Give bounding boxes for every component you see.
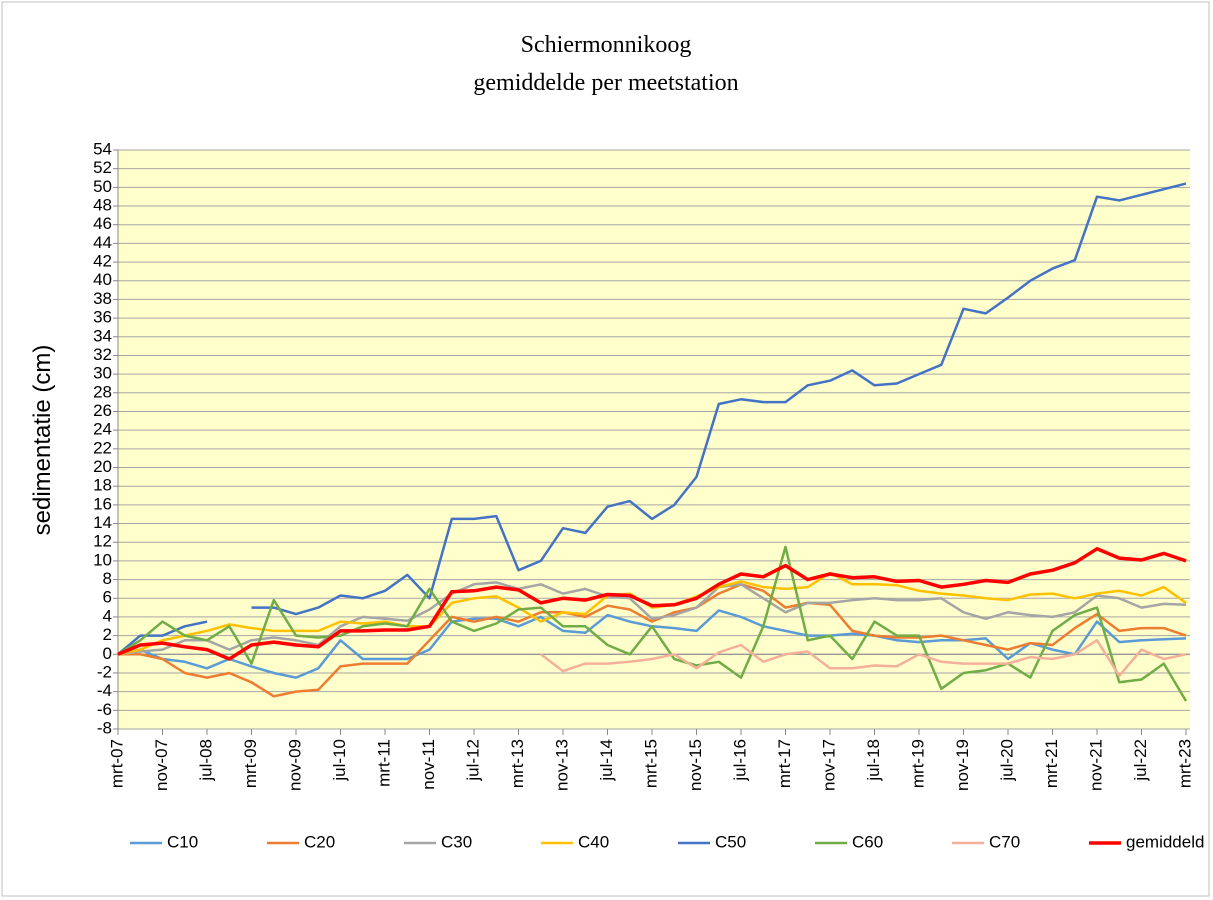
x-tick-label: mrt-11 (374, 739, 393, 787)
x-tick-label: mrt-15 (641, 739, 660, 788)
legend-label: gemiddeld (1126, 832, 1204, 851)
x-tick-label: nov-07 (152, 739, 171, 791)
x-tick-label: mrt-13 (508, 739, 527, 788)
y-tick-label: 10 (93, 550, 112, 569)
chart-title: Schiermonnikoog (521, 32, 692, 58)
x-tick-label: mrt-23 (1175, 739, 1194, 788)
y-tick-label: 40 (93, 270, 112, 289)
y-tick-label: 6 (103, 588, 112, 607)
x-tick-label: nov-15 (686, 739, 705, 791)
plot-area (118, 150, 1190, 729)
x-tick-label: nov-21 (1086, 739, 1105, 791)
y-tick-label: 0 (103, 644, 112, 663)
y-tick-label: -6 (97, 700, 112, 719)
y-tick-label: 22 (93, 438, 112, 457)
y-tick-label: 16 (93, 494, 112, 513)
x-tick-label: mrt-09 (241, 739, 260, 788)
y-tick-label: 50 (93, 177, 112, 196)
series-line (117, 182, 1187, 656)
y-tick-label: 38 (93, 289, 112, 308)
x-tick-label: nov-13 (552, 739, 571, 791)
legend-label: C10 (167, 832, 198, 851)
y-tick-label: 48 (93, 196, 112, 215)
x-tick-label: mrt-07 (107, 739, 126, 788)
x-tick-label: jul-16 (730, 739, 749, 782)
x-tick-label: nov-17 (819, 739, 838, 791)
legend-label: C60 (852, 832, 883, 851)
legend-label: C70 (989, 832, 1020, 851)
y-tick-label: 52 (93, 158, 112, 177)
legend-label: C20 (304, 832, 335, 851)
chart-subtitle: gemiddelde per meetstation (473, 70, 738, 96)
x-tick-label: mrt-21 (1042, 739, 1061, 788)
y-tick-label: 20 (93, 457, 112, 476)
y-tick-label: 32 (93, 345, 112, 364)
y-tick-label: 2 (103, 625, 112, 644)
y-tick-label: 42 (93, 252, 112, 271)
y-tick-label: 14 (93, 513, 112, 532)
y-tick-label: 34 (93, 326, 112, 345)
y-tick-label: 46 (93, 214, 112, 233)
x-tick-label: mrt-17 (775, 739, 794, 788)
legend-label: C30 (441, 832, 472, 851)
x-tick-label: jul-22 (1131, 739, 1150, 782)
y-tick-label: 36 (93, 308, 112, 327)
x-tick-label: jul-20 (997, 739, 1016, 782)
y-tick-label: 44 (93, 233, 112, 252)
x-tick-label: nov-11 (419, 739, 438, 790)
series-line (118, 583, 1187, 698)
y-tick-label: -2 (97, 662, 112, 681)
y-tick-label: 18 (93, 476, 112, 495)
y-axis-title: sedimentatie (cm) (29, 345, 56, 536)
y-tick-label: 28 (93, 382, 112, 401)
series-line (540, 639, 1187, 678)
y-tick-label: 8 (103, 569, 112, 588)
x-tick-label: jul-14 (597, 739, 616, 782)
y-tick-label: 12 (93, 532, 112, 551)
y-tick-label: 54 (93, 139, 112, 158)
series-line (117, 581, 1187, 656)
x-tick-label: jul-12 (463, 739, 482, 782)
y-tick-label: -4 (97, 681, 112, 700)
series-line (117, 547, 1187, 661)
x-tick-label: jul-18 (864, 739, 883, 782)
y-tick-label: 24 (93, 420, 112, 439)
x-tick-label: jul-08 (196, 739, 215, 782)
y-tick-label: -8 (97, 718, 112, 737)
legend-label: C50 (715, 832, 746, 851)
x-tick-label: nov-09 (285, 739, 304, 791)
series-line (117, 571, 1187, 656)
legend-label: C40 (578, 832, 609, 851)
y-tick-label: 30 (93, 364, 112, 383)
y-tick-label: 4 (103, 606, 112, 625)
y-tick-label: 26 (93, 401, 112, 420)
x-tick-label: nov-19 (953, 739, 972, 791)
x-tick-label: mrt-19 (908, 739, 927, 788)
x-tick-label: jul-10 (330, 739, 349, 782)
